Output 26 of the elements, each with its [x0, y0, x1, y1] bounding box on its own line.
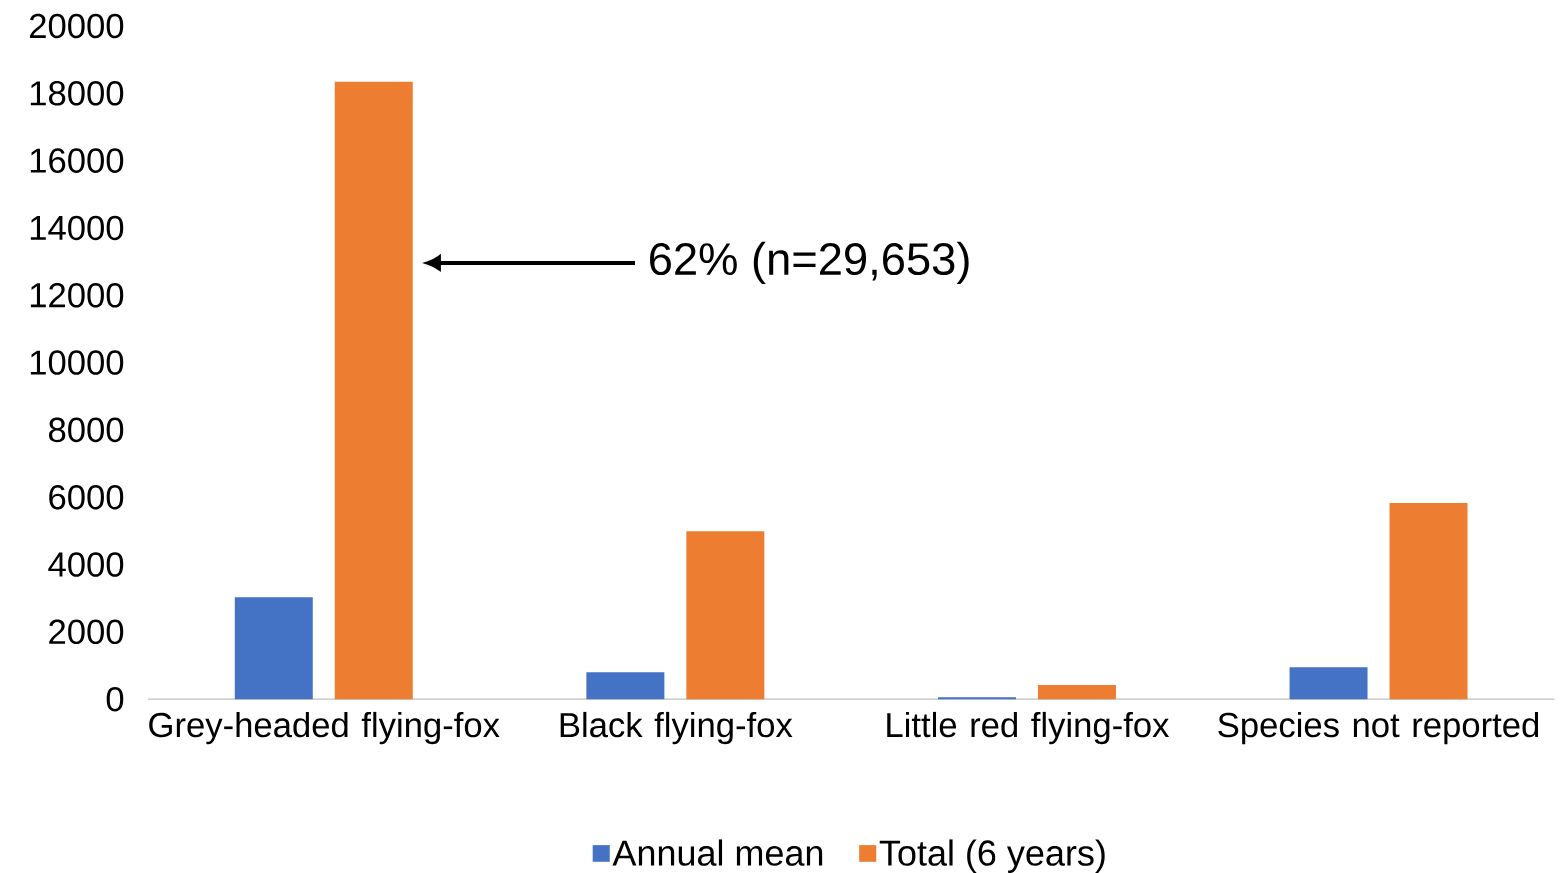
- bar: [1037, 684, 1116, 700]
- bar: [586, 672, 665, 700]
- x-tick-label: Species not reported: [1218, 711, 1539, 745]
- y-tick-label: 20000: [29, 13, 124, 39]
- bar: [234, 597, 313, 700]
- bar: [334, 81, 413, 700]
- bar: [937, 697, 1016, 700]
- y-tick-label: 6000: [49, 484, 124, 510]
- x-tick-label: Black flying-fox: [560, 711, 793, 745]
- y-tick-label: 14000: [30, 215, 124, 241]
- legend-label: Total (6 years): [879, 839, 1105, 873]
- y-tick-label: 16000: [30, 148, 124, 173]
- bar: [686, 531, 765, 700]
- y-tick-label: 10000: [30, 350, 124, 375]
- x-tick-label: Grey-headed flying-fox: [149, 711, 500, 745]
- bar: [1389, 502, 1468, 700]
- y-tick-label: 0: [106, 686, 124, 712]
- y-tick-label: 12000: [30, 282, 124, 308]
- y-tick-label: 8000: [49, 417, 124, 443]
- x-tick-label: Little red flying-fox: [887, 711, 1170, 745]
- legend-label: Annual mean: [612, 839, 823, 866]
- y-tick-label: 18000: [30, 80, 124, 106]
- bar: [1289, 667, 1368, 700]
- y-tick-label: 4000: [48, 552, 124, 577]
- annotation: 62% (n=29,653): [650, 241, 969, 285]
- y-tick-label: 2000: [49, 619, 124, 645]
